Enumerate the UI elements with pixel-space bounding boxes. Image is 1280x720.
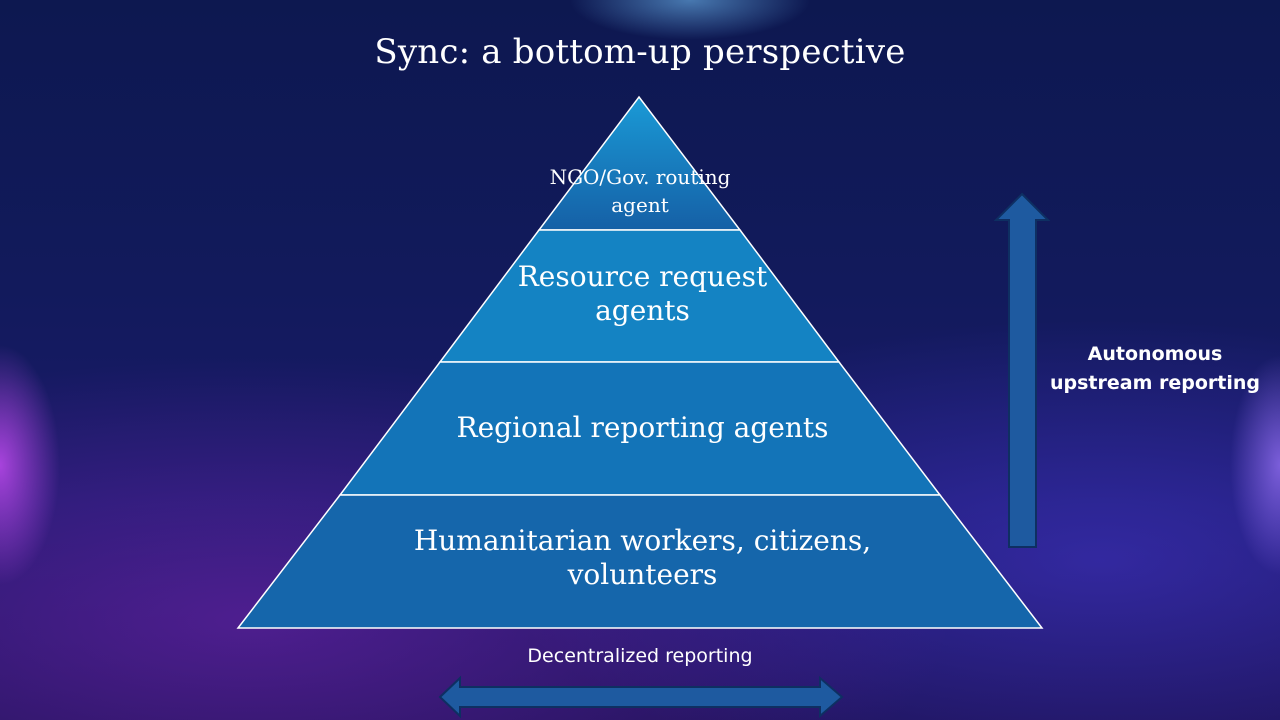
autonomous-upstream-label: Autonomous upstream reporting (1049, 343, 1260, 394)
tier-label-regional-reporting: Regional reporting agents (456, 411, 829, 444)
pyramid-tier-base (236, 494, 1044, 629)
upstream-arrow (993, 192, 1051, 548)
tier-label-humanitarian-workers: Humanitarian workers, citizens, voluntee… (413, 524, 872, 592)
decentralized-arrow (438, 675, 844, 719)
tier-label-ngo-routing: NGO/Gov. routing agent (549, 165, 731, 217)
slide-title: Sync: a bottom-up perspective (374, 32, 906, 72)
tier-label-resource-request: Resource request agents (517, 260, 768, 328)
decentralized-reporting-label: Decentralized reporting (527, 645, 753, 667)
